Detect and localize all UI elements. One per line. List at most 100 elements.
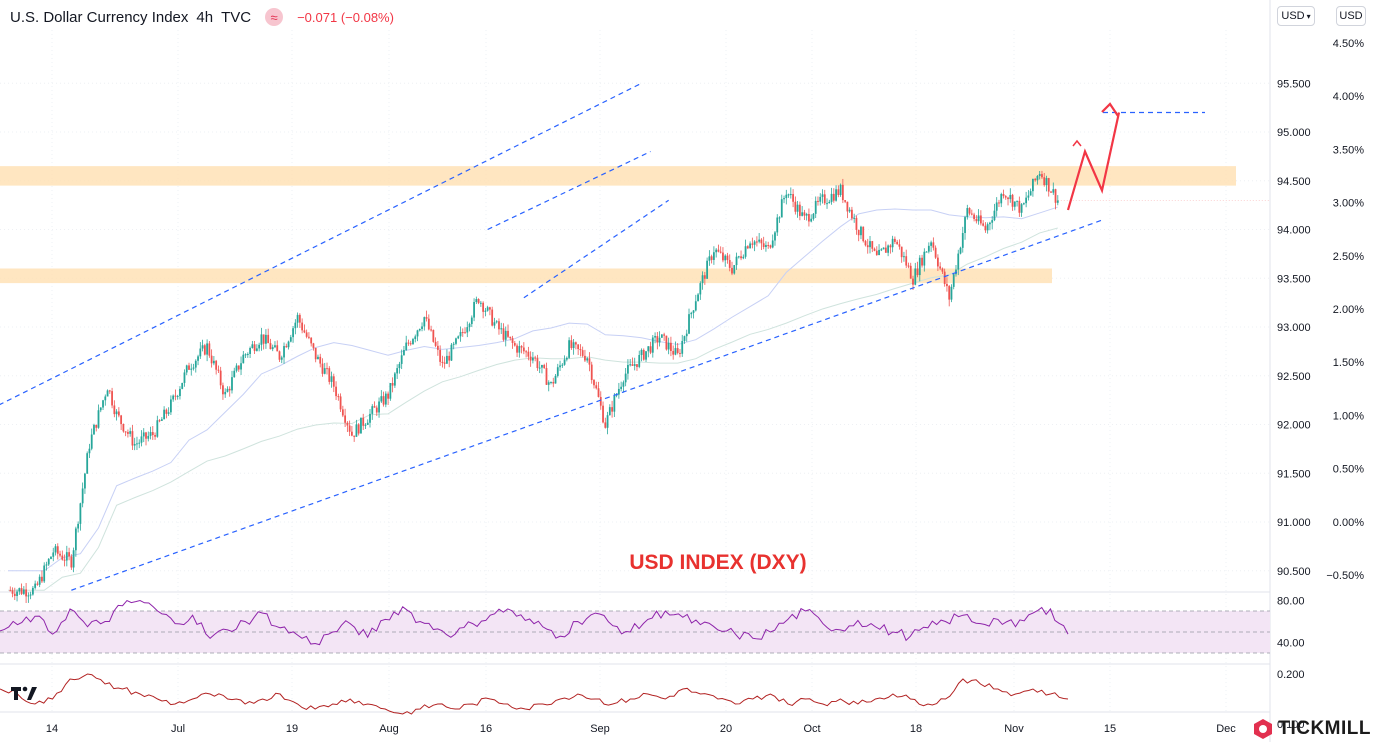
candle-body (588, 358, 591, 365)
candle-body (457, 336, 460, 339)
candle-body (61, 555, 64, 560)
candle-body (473, 302, 475, 318)
candle-body (927, 245, 930, 252)
candle-body (231, 377, 233, 391)
candle-body (133, 444, 136, 446)
candle-body (90, 434, 93, 449)
currency-dropdown[interactable]: USD ▾ (1277, 6, 1315, 26)
candle-body (246, 353, 249, 355)
candle-body (778, 217, 781, 219)
candle-body (72, 550, 75, 568)
candle-body (699, 283, 702, 295)
candle-body (599, 396, 602, 406)
candle-body (303, 330, 306, 333)
candle-body (957, 253, 960, 270)
chevron-down-icon: ▾ (1306, 11, 1311, 21)
candle-body (111, 391, 113, 406)
candle-body (56, 546, 59, 554)
percent-tick-label: 4.00% (1333, 91, 1364, 103)
price-change: −0.071 (−0.08%) (297, 9, 394, 25)
candle-body (68, 552, 70, 557)
candle-body (452, 343, 455, 345)
candle-body (593, 380, 595, 386)
wave-icon[interactable]: ≈ (265, 8, 284, 26)
candle-body (688, 314, 690, 334)
candle-body (909, 265, 912, 279)
candle-body (1050, 191, 1052, 193)
candle-body (556, 367, 559, 376)
candle-body (654, 336, 656, 338)
candle-body (242, 354, 245, 364)
currency-button[interactable]: USD (1336, 6, 1366, 26)
symbol-name[interactable]: U.S. Dollar Currency Index (10, 8, 189, 26)
candle-body (63, 559, 66, 561)
candle-body (968, 208, 971, 214)
candle-body (1022, 203, 1025, 205)
candle-body (362, 417, 365, 426)
candle-body (222, 385, 224, 395)
candle-body (645, 351, 647, 360)
candle-body (450, 344, 453, 361)
timeframe-label[interactable]: 4h (196, 8, 214, 26)
candle-body (212, 360, 215, 364)
candle-body (192, 367, 195, 369)
candle-body (758, 239, 761, 242)
candle-body (855, 217, 858, 230)
tradingview-logo-icon[interactable] (10, 683, 38, 703)
candle-body (577, 344, 580, 350)
candle-body (403, 350, 405, 356)
candle-body (470, 317, 473, 325)
candle-body (380, 396, 383, 402)
candle-body (898, 244, 901, 247)
candle-body (97, 410, 100, 428)
candle-body (798, 204, 801, 216)
percent-tick-label: 4.50% (1333, 38, 1364, 50)
candle-body (339, 396, 342, 410)
candle-body (224, 391, 227, 395)
candle-body (534, 357, 537, 359)
candle-body (1038, 174, 1041, 177)
candle-body (819, 196, 822, 202)
candle-body (977, 215, 980, 222)
candle-body (860, 226, 862, 236)
channel-upper-line (0, 82, 642, 406)
candle-body (713, 252, 715, 260)
candle-body (258, 344, 261, 349)
candle-body (1052, 189, 1055, 193)
x-tick-label: 18 (910, 723, 922, 735)
candle-body (760, 239, 763, 244)
candle-body (774, 232, 776, 241)
candle-body (459, 332, 462, 337)
candle-body (862, 226, 865, 242)
candle-body (412, 339, 414, 344)
candle-body (719, 251, 722, 253)
candle-body (921, 257, 923, 266)
candle-body (188, 365, 190, 370)
candle-body (170, 399, 172, 413)
candle-body (735, 256, 738, 266)
candle-body (746, 246, 749, 249)
candle-body (914, 268, 917, 285)
candle-body (844, 200, 847, 202)
candle-body (708, 256, 711, 261)
chart-header: U.S. Dollar Currency Index 4h TVC ≈ −0.0… (10, 6, 394, 28)
candle-body (896, 241, 899, 245)
candle-body (179, 388, 181, 397)
candle-body (382, 396, 385, 405)
candle-body (878, 249, 880, 256)
candle-body (16, 591, 18, 597)
candle-body (502, 328, 505, 340)
x-tick-label: 14 (46, 723, 58, 735)
source-label: TVC (221, 8, 252, 26)
candle-body (113, 405, 116, 415)
candle-body (208, 343, 211, 356)
candle-body (636, 364, 638, 367)
candle-body (500, 328, 503, 330)
candle-body (283, 346, 285, 358)
candle-body (20, 588, 23, 594)
price-tick-label: 91.000 (1277, 517, 1311, 529)
candle-body (115, 411, 118, 415)
candle-body (966, 208, 969, 218)
candle-body (792, 194, 794, 202)
